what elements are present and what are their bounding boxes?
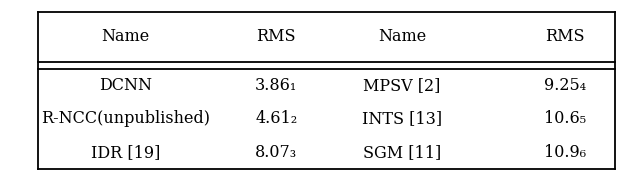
Text: INTS [13]: INTS [13] xyxy=(362,110,442,127)
Text: RMS: RMS xyxy=(257,29,296,45)
Text: Name: Name xyxy=(378,29,426,45)
Text: 3.86₁: 3.86₁ xyxy=(255,77,298,94)
Text: MPSV [2]: MPSV [2] xyxy=(363,77,441,94)
Text: SGM [11]: SGM [11] xyxy=(363,144,441,161)
Text: 4.61₂: 4.61₂ xyxy=(255,110,298,127)
Text: 10.9₆: 10.9₆ xyxy=(544,144,587,161)
Text: 8.07₃: 8.07₃ xyxy=(255,144,298,161)
Text: DCNN: DCNN xyxy=(99,77,152,94)
Text: R-NCC(unpublished): R-NCC(unpublished) xyxy=(41,110,210,127)
Text: 9.25₄: 9.25₄ xyxy=(544,77,587,94)
Text: RMS: RMS xyxy=(546,29,585,45)
Text: 10.6₅: 10.6₅ xyxy=(544,110,587,127)
Text: Name: Name xyxy=(102,29,149,45)
Text: IDR [19]: IDR [19] xyxy=(91,144,160,161)
